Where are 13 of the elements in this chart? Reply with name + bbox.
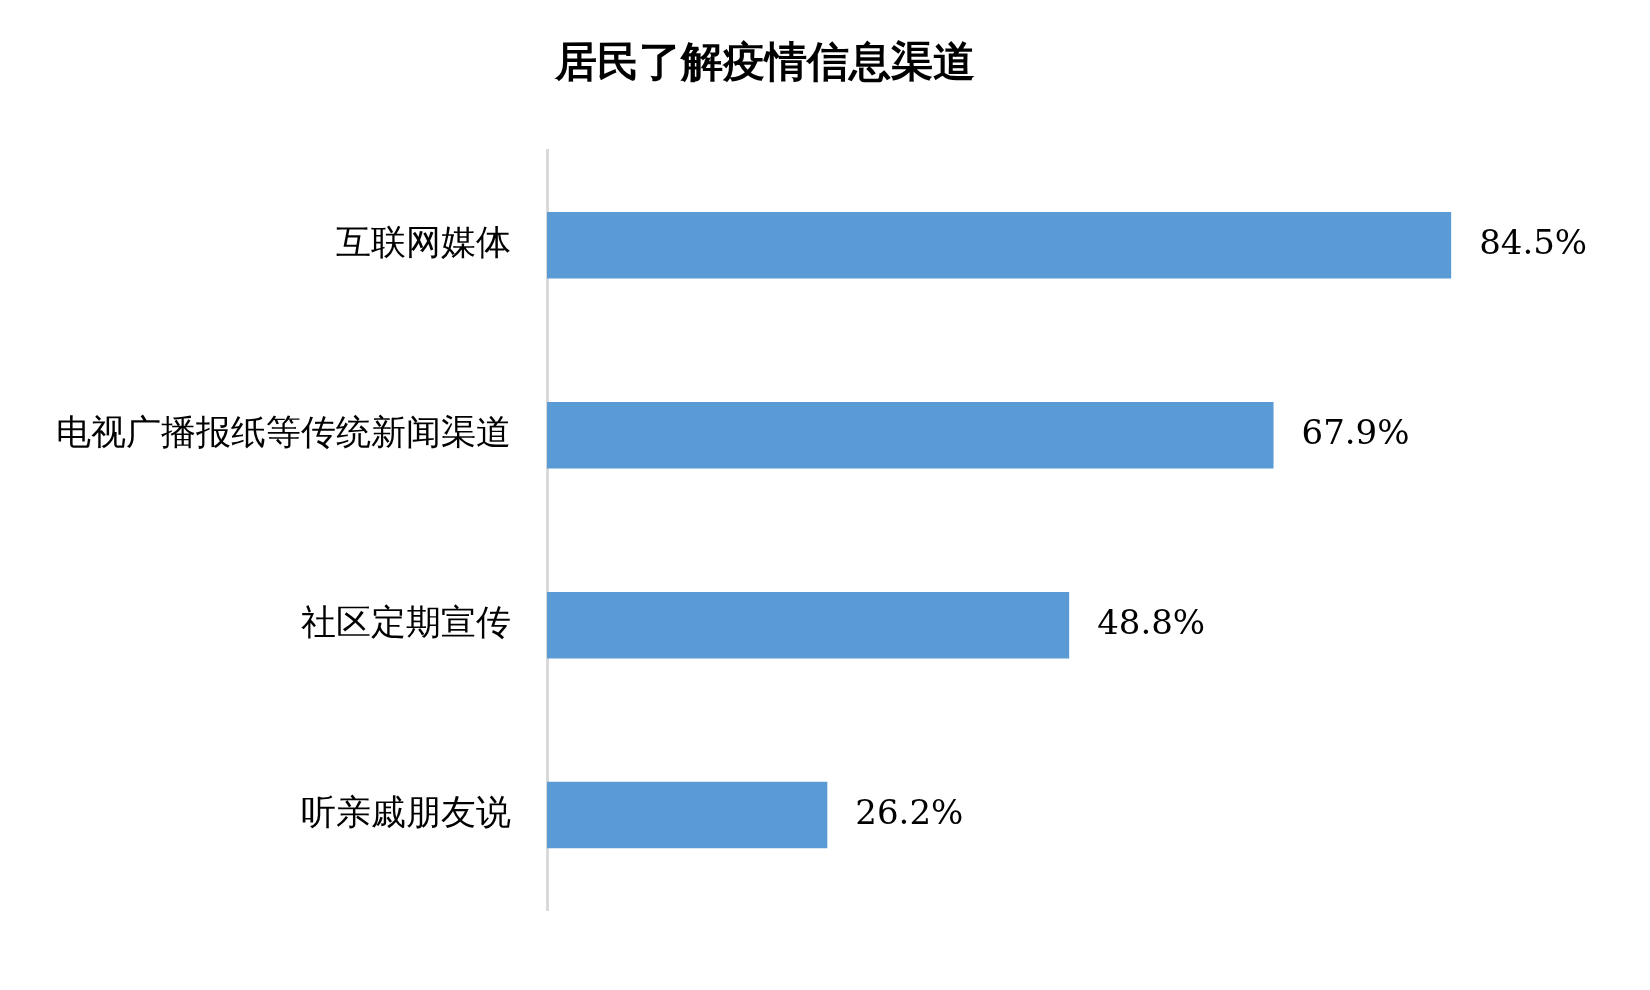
chart-title: 居民了解疫情信息渠道	[554, 37, 975, 87]
y-tick-label: 社区定期宣传	[301, 602, 511, 643]
bar	[547, 212, 1452, 279]
data-label: 84.5%	[1479, 222, 1588, 263]
y-tick-label: 电视广播报纸等传统新闻渠道	[56, 412, 511, 453]
data-label: 26.2%	[855, 791, 964, 832]
y-tick-label: 互联网媒体	[336, 222, 511, 263]
bar	[547, 402, 1274, 469]
data-label: 48.8%	[1097, 601, 1206, 642]
bar	[547, 781, 828, 849]
data-label: 67.9%	[1301, 412, 1410, 453]
y-tick-label: 听亲戚朋友说	[301, 792, 511, 833]
bar	[547, 591, 1070, 659]
